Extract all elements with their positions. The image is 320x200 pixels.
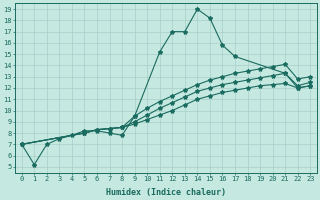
X-axis label: Humidex (Indice chaleur): Humidex (Indice chaleur) (106, 188, 226, 197)
